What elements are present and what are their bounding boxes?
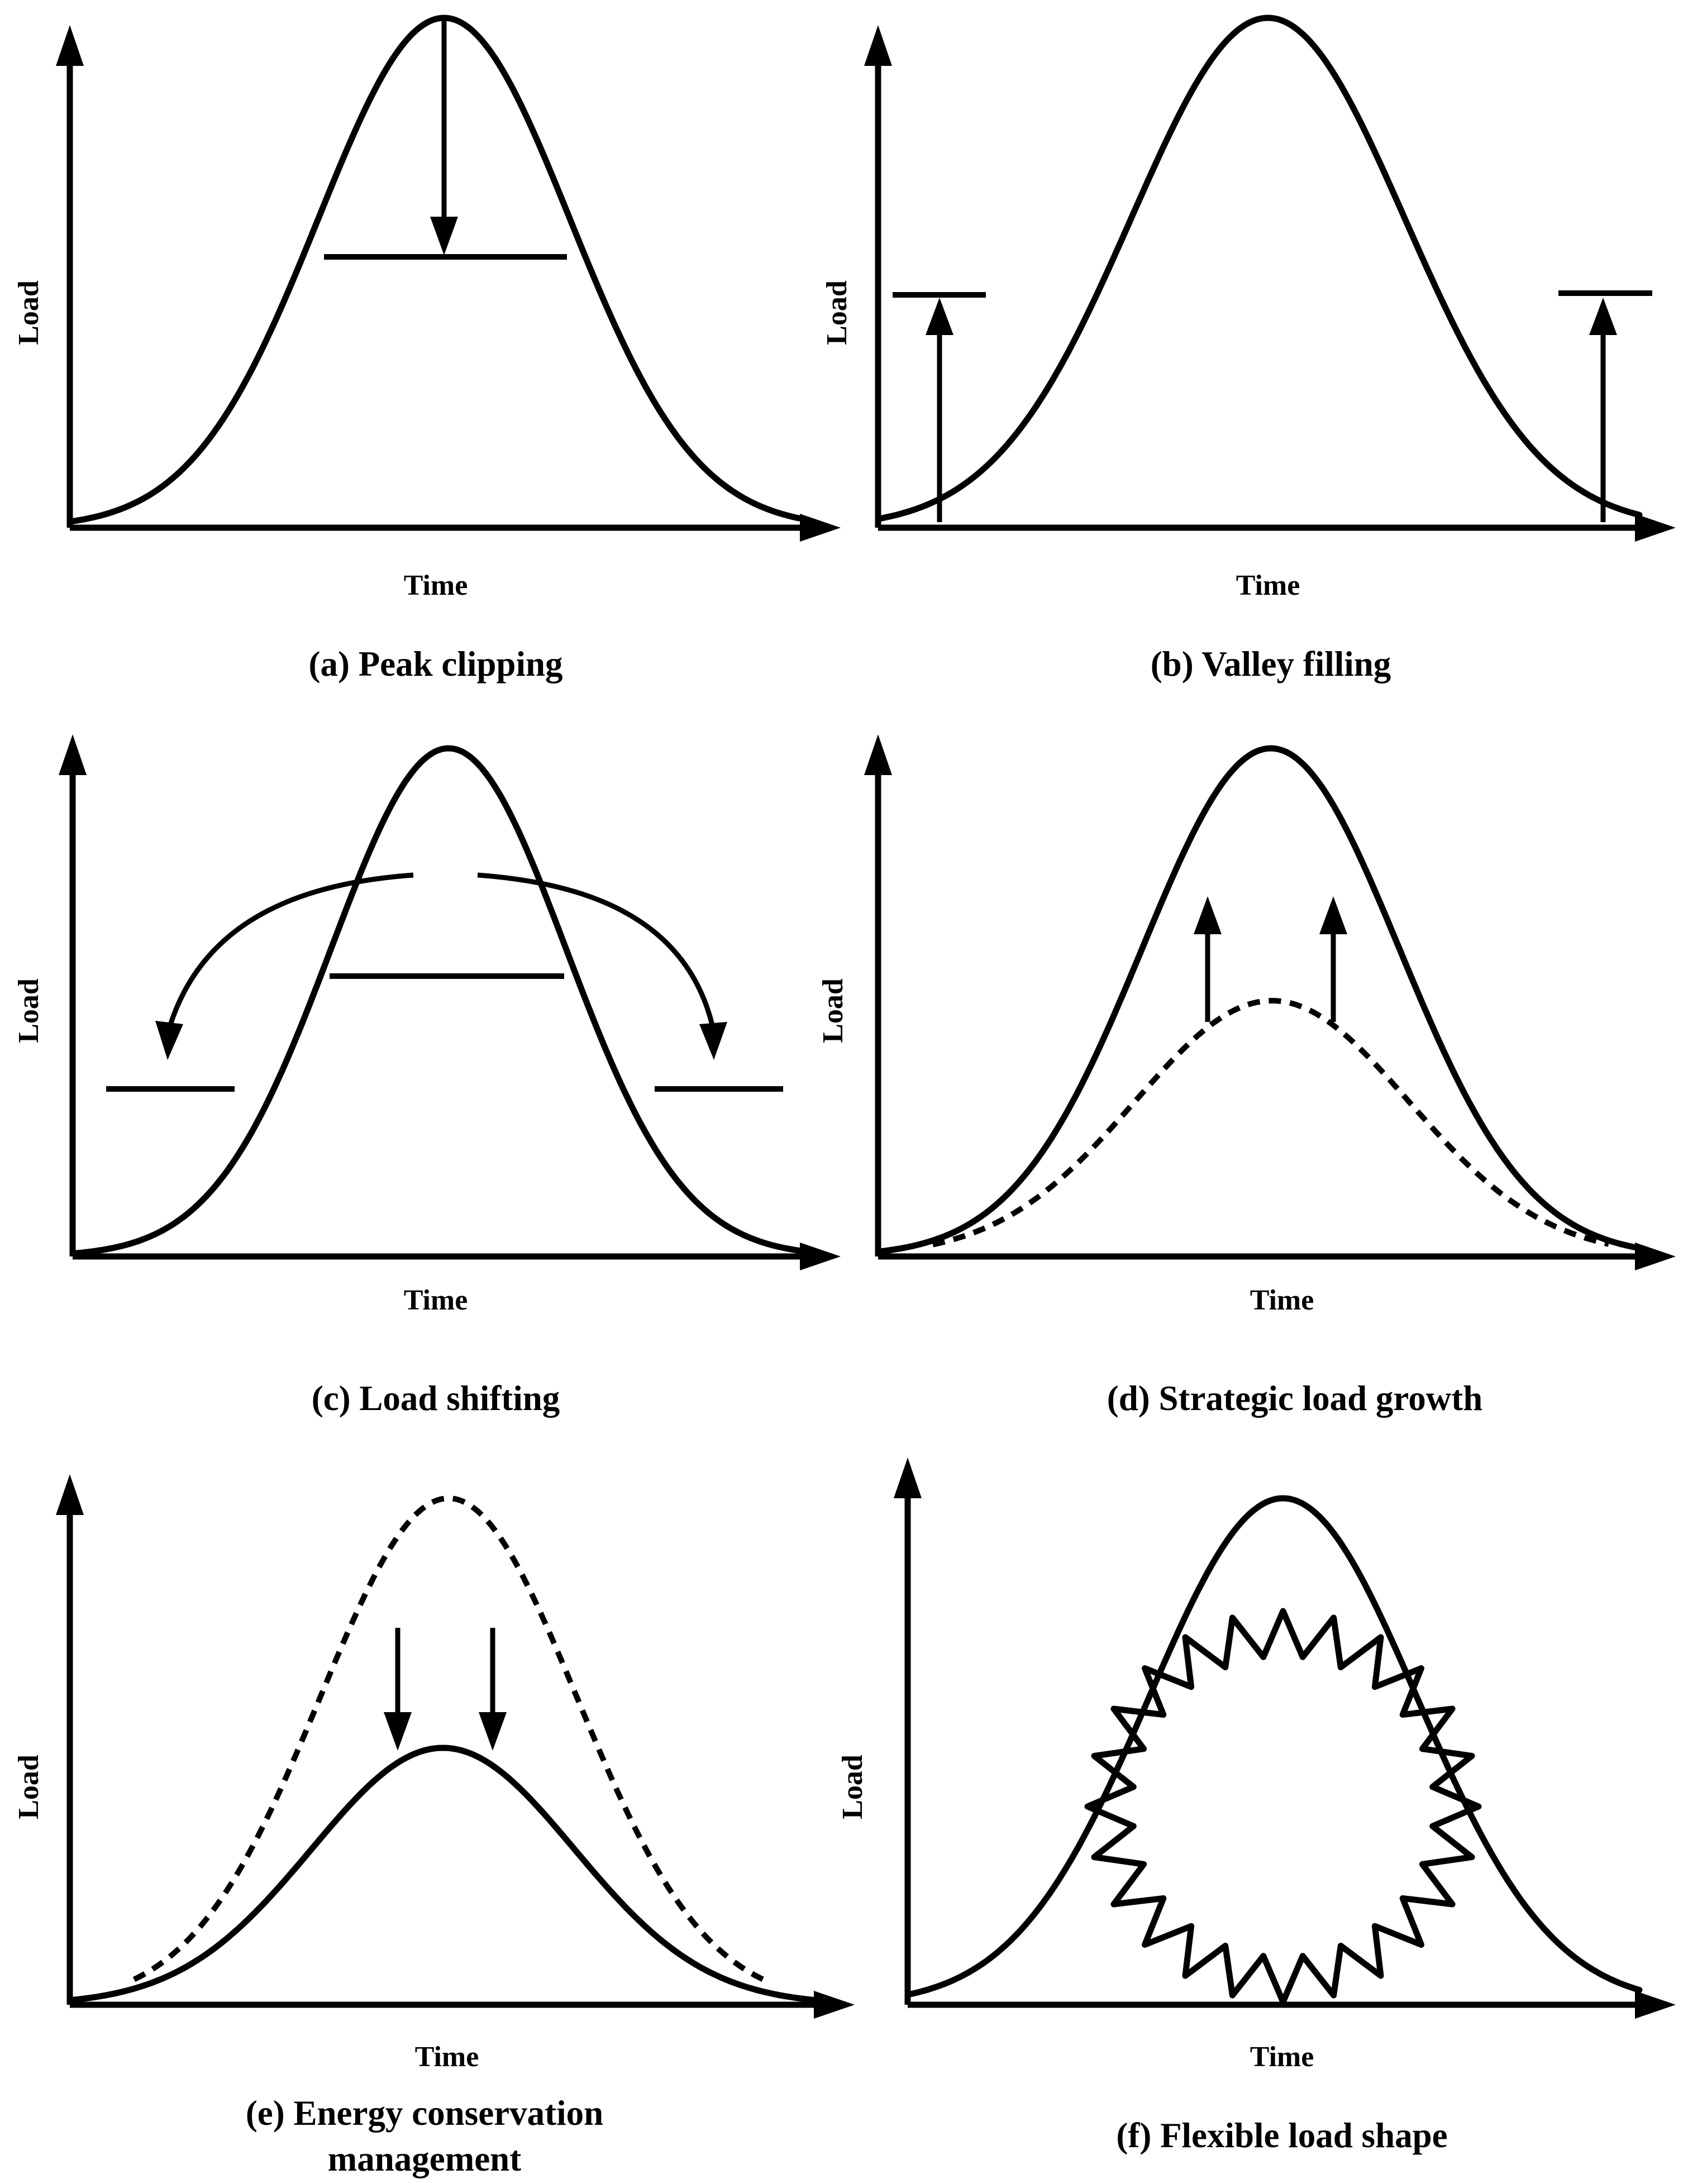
panel-b-axes — [864, 25, 1676, 542]
panel-a-caption: (a) Peak clipping — [308, 644, 562, 684]
panel-e-axes — [56, 1474, 855, 2019]
panel-f-x-axis-label: Time — [1250, 2041, 1314, 2073]
panel-f-load-curve — [904, 1495, 1643, 1998]
panel-d-x-axis-label: Time — [1250, 1284, 1314, 1316]
panel-c-load-curve — [69, 745, 802, 1257]
panel-d-caption: (d) Strategic load growth — [1107, 1379, 1483, 1418]
panel-c-x-axis-label: Time — [404, 1284, 468, 1316]
panel-b-left-up-arrow — [926, 298, 953, 522]
panel-e-reduced-load-curve — [66, 1745, 822, 2004]
panel-c-axes — [59, 734, 841, 1270]
panel-f-y-axis-label: Load — [837, 1755, 869, 1819]
panel-d-axes — [864, 734, 1676, 1270]
panel-a-y-axis-label: Load — [13, 280, 45, 345]
panel-a: Time Load (a) Peak clipping — [13, 15, 841, 684]
panel-d-left-up-arrow — [1194, 896, 1222, 1022]
panel-c-y-axis-label: Load — [13, 978, 45, 1043]
panel-a-x-axis-label: Time — [404, 570, 468, 601]
panel-e-left-down-arrow — [384, 1628, 412, 1751]
panel-b-y-axis-label: Load — [821, 280, 853, 345]
panel-f: Time Load (f) Flexible load shape — [837, 1457, 1676, 2155]
panel-f-caption: (f) Flexible load shape — [1116, 2116, 1447, 2155]
panel-f-flexible-load-zigzag — [1084, 1608, 1482, 2005]
panel-b-load-curve — [875, 15, 1643, 522]
panel-d-original-load-curve — [932, 998, 1610, 1248]
panel-e-original-load-curve — [132, 1495, 773, 1986]
panel-d-right-up-arrow — [1319, 896, 1347, 1022]
panel-a-load-curve — [66, 15, 802, 525]
panel-d-grown-load-curve — [875, 745, 1643, 1255]
panel-c-caption: (c) Load shifting — [312, 1379, 560, 1418]
panel-a-axes — [56, 25, 841, 542]
panel-e: Time Load (e) Energy conservation manage… — [13, 1474, 855, 2178]
panel-d: Time Load (d) Strategic load growth — [817, 734, 1676, 1418]
panel-e-right-down-arrow — [479, 1628, 507, 1751]
panel-b: Time Load (b) Valley filling — [821, 15, 1676, 684]
panel-e-caption-line-2: management — [328, 2139, 521, 2178]
panel-f-axes — [894, 1457, 1676, 2019]
panel-b-caption: (b) Valley filling — [1151, 644, 1391, 684]
panel-e-caption-line-1: (e) Energy conservation — [246, 2094, 603, 2133]
panel-e-x-axis-label: Time — [415, 2041, 479, 2073]
panel-b-right-up-arrow — [1589, 298, 1617, 522]
panel-b-x-axis-label: Time — [1236, 570, 1300, 601]
panel-a-down-arrow — [430, 20, 458, 255]
panel-d-y-axis-label: Load — [817, 978, 849, 1043]
panel-c-right-curved-arrow — [477, 872, 727, 1060]
panel-c-left-curved-arrow — [155, 872, 414, 1060]
panel-c: Time Load (c) Load shifting — [13, 734, 841, 1418]
panel-e-y-axis-label: Load — [13, 1755, 45, 1819]
